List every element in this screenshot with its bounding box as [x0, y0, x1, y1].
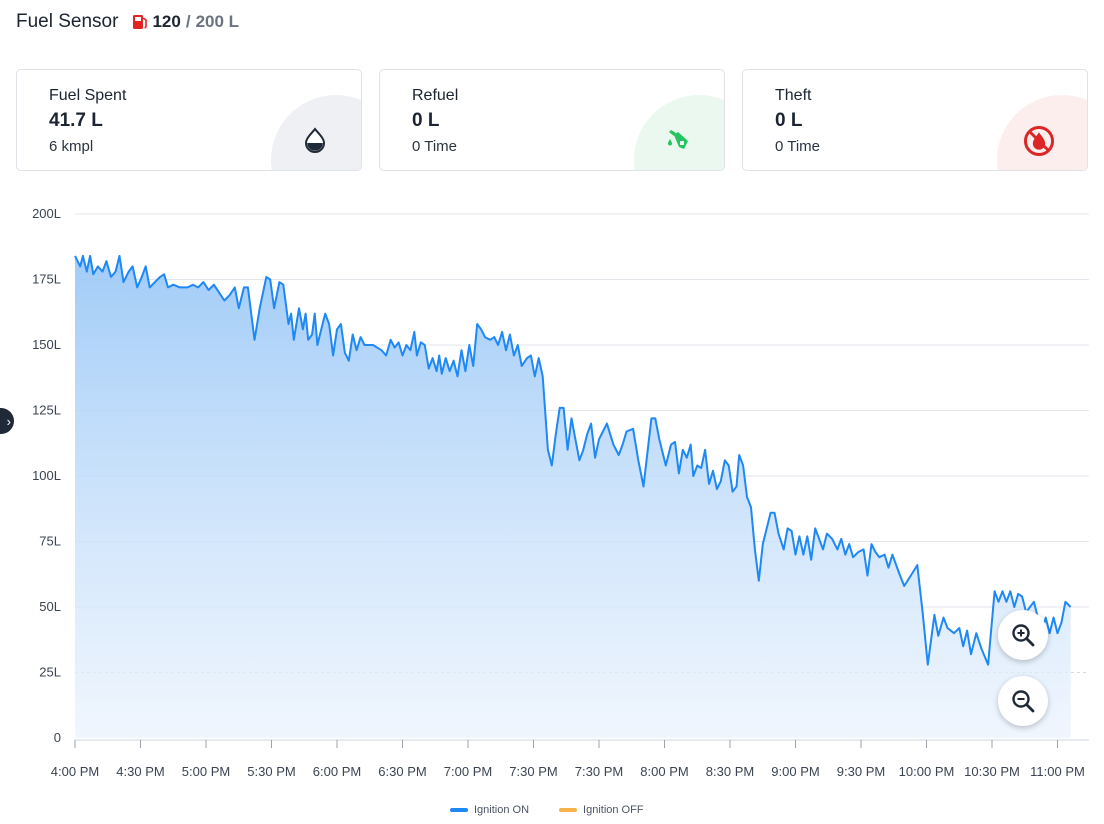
series-line-ignition-on — [74, 254, 1072, 666]
y-tick-label: 75L — [39, 534, 61, 549]
fuel-level-chart: 0 25L 50L 75L 100L 125L 150L 175L 200L 4:00 PM 4:… — [32, 206, 1089, 779]
x-tick-label: 5:30 PM — [247, 764, 295, 779]
x-tick-label: 4:00 PM — [51, 764, 99, 779]
x-tick-label: 6:30 PM — [378, 764, 426, 779]
legend-label: Ignition OFF — [583, 804, 644, 816]
y-tick-label: 175L — [32, 272, 61, 287]
x-tick-label: 10:30 PM — [964, 764, 1020, 779]
chevron-right-icon: › — [6, 413, 11, 429]
page-title: Fuel Sensor — [16, 11, 119, 32]
fuel-spent-label: Fuel Spent — [49, 87, 127, 104]
y-tick-label: 125L — [32, 403, 61, 418]
x-tick-label: 11:00 PM — [1030, 764, 1085, 779]
x-tick-label: 8:00 PM — [640, 764, 688, 779]
no-fuel-icon — [1023, 125, 1055, 157]
fuel-drop-icon — [304, 127, 326, 153]
fuel-pump-icon — [133, 15, 148, 29]
y-tick-label: 200L — [32, 206, 61, 221]
legend-item-ignition-off[interactable]: Ignition OFF — [559, 804, 644, 816]
legend-item-ignition-on[interactable]: Ignition ON — [450, 804, 529, 816]
x-tick-label: 10:00 PM — [899, 764, 955, 779]
y-tick-label: 25L — [39, 665, 61, 680]
legend-swatch — [450, 808, 468, 812]
y-tick-label: 0 — [54, 730, 61, 745]
x-tick-label: 7:30 PM — [575, 764, 623, 779]
refuel-label: Refuel — [412, 87, 459, 104]
fuel-spent-mileage: 6 kmpl — [49, 138, 94, 155]
theft-count: 0 Time — [775, 138, 821, 155]
refuel-card: Refuel 0 L 0 Time — [379, 69, 725, 171]
y-tick-label: 150L — [32, 337, 61, 352]
zoom-out-button[interactable] — [998, 676, 1048, 726]
x-tick-label: 4:30 PM — [116, 764, 164, 779]
zoom-in-button[interactable] — [998, 610, 1048, 660]
legend-swatch — [559, 808, 578, 812]
fuel-spent-value: 41.7 L — [49, 110, 103, 131]
theft-value: 0 L — [775, 110, 803, 131]
zoom-out-icon — [1012, 690, 1035, 713]
tank-level: 120 / 200 L — [132, 12, 239, 32]
refuel-count: 0 Time — [412, 138, 458, 155]
zoom-in-icon — [1012, 624, 1035, 647]
y-tick-label: 100L — [32, 468, 61, 483]
x-tick-label: 9:30 PM — [837, 764, 885, 779]
theft-card: Theft 0 L 0 Time — [742, 69, 1088, 171]
x-tick-label: 8:30 PM — [706, 764, 754, 779]
y-tick-label: 50L — [39, 599, 61, 614]
x-tick-label: 7:00 PM — [444, 764, 492, 779]
series-area-ignition-on — [75, 255, 1071, 738]
refuel-value: 0 L — [412, 110, 440, 131]
x-tick-label: 9:00 PM — [771, 764, 819, 779]
theft-label: Theft — [775, 87, 812, 104]
tank-separator: / — [185, 12, 191, 31]
x-tick-label: 6:00 PM — [313, 764, 361, 779]
chart-legend: Ignition ON Ignition OFF — [450, 804, 674, 816]
tank-current: 120 — [152, 12, 181, 31]
tank-capacity: 200 L — [195, 12, 240, 31]
side-panel-toggle[interactable]: › — [0, 408, 14, 434]
x-tick-label: 5:00 PM — [182, 764, 230, 779]
page-header: Fuel Sensor 120 / 200 L — [16, 8, 239, 36]
legend-label: Ignition ON — [474, 804, 530, 816]
fuel-nozzle-icon — [668, 130, 688, 149]
x-tick-label: 7:30 PM — [509, 764, 557, 779]
fuel-spent-card: Fuel Spent 41.7 L 6 kmpl — [16, 69, 362, 171]
